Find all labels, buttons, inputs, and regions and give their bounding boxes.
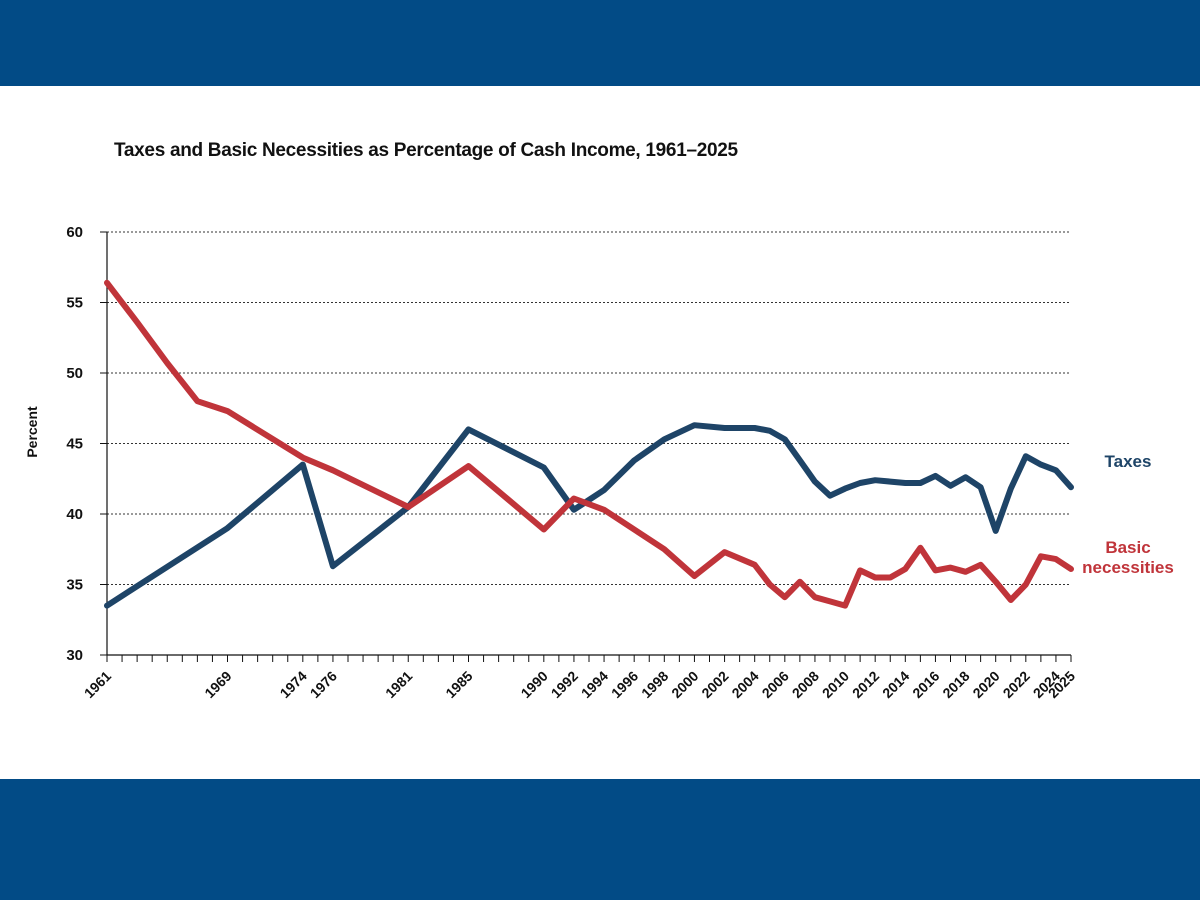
- x-tick-label-1974: 1974: [277, 668, 310, 701]
- y-tick-label-40: 40: [66, 506, 83, 523]
- x-tick-label-2014: 2014: [879, 668, 912, 701]
- x-tick-label-2016: 2016: [909, 668, 942, 701]
- x-tick-label-1961: 1961: [81, 668, 114, 701]
- y-tick-label-30: 30: [66, 647, 83, 664]
- x-tick-label-2008: 2008: [789, 668, 822, 701]
- y-tick-label-45: 45: [66, 436, 83, 453]
- x-tick-label-1981: 1981: [382, 668, 415, 701]
- series-labels: Taxes Basic necessities: [1082, 452, 1174, 577]
- x-tick-label-1976: 1976: [307, 668, 340, 701]
- x-tick-label-2002: 2002: [698, 668, 731, 701]
- top-banner: [0, 0, 1200, 86]
- x-tick-label-2000: 2000: [668, 668, 701, 701]
- x-tick-label-1969: 1969: [201, 668, 234, 701]
- x-tick-label-2012: 2012: [849, 668, 882, 701]
- x-tick-label-1990: 1990: [518, 668, 551, 701]
- chart-title: Taxes and Basic Necessities as Percentag…: [114, 140, 738, 161]
- x-tick-label-1996: 1996: [608, 668, 641, 701]
- x-tick-label-1994: 1994: [578, 668, 611, 701]
- y-tick-label-55: 55: [66, 295, 83, 312]
- x-tick-label-1985: 1985: [442, 668, 475, 701]
- x-tick-label-2004: 2004: [728, 668, 761, 701]
- y-tick-label-60: 60: [66, 224, 83, 241]
- x-tick-label-2018: 2018: [939, 668, 972, 701]
- y-axis-title: Percent: [24, 406, 40, 458]
- x-tick-label-2010: 2010: [819, 668, 852, 701]
- y-tick-label-35: 35: [66, 577, 83, 594]
- bottom-banner: [0, 779, 1200, 900]
- series-label-basic-necessities: Basic necessities: [1082, 538, 1174, 577]
- series-line-basic-necessities: [104, 279, 1074, 609]
- gridlines: [107, 231, 1071, 585]
- x-tick-label-2022: 2022: [1000, 668, 1033, 701]
- x-tick-label-1992: 1992: [548, 668, 581, 701]
- series-label-line: Basic: [1105, 538, 1150, 557]
- x-tick-label-1998: 1998: [638, 668, 671, 701]
- x-tick-label-2006: 2006: [759, 668, 792, 701]
- series-line-taxes: [104, 422, 1074, 609]
- y-axis-ticks: 30 35 40 45 50 55 60: [66, 224, 107, 664]
- y-tick-label-50: 50: [66, 365, 83, 382]
- series-label-taxes: Taxes: [1105, 452, 1152, 471]
- series-label-line: necessities: [1082, 558, 1174, 577]
- series-label-line: Taxes: [1105, 452, 1152, 471]
- x-tick-label-2020: 2020: [969, 668, 1002, 701]
- series-lines: [104, 279, 1074, 609]
